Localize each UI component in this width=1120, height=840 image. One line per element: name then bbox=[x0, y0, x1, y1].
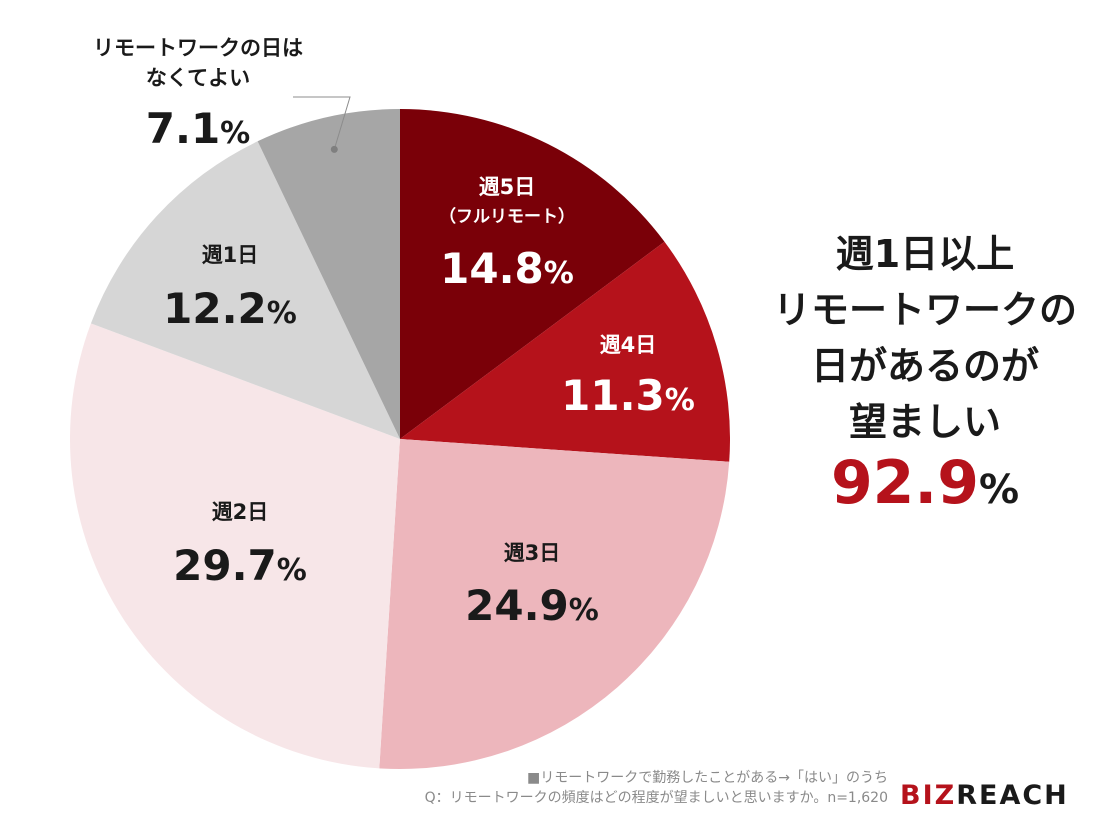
leader-dot bbox=[330, 145, 338, 153]
slice-unit: % bbox=[544, 256, 574, 291]
total-percentage: 92.9% bbox=[760, 448, 1090, 518]
pie-slice bbox=[400, 241, 730, 462]
slice-value-label: 11.3% bbox=[561, 371, 695, 420]
pie-slice bbox=[379, 439, 730, 769]
pie-slice bbox=[257, 109, 400, 439]
slice-value-label: 7.1% bbox=[146, 104, 250, 153]
headline-line-2: リモートワークの bbox=[772, 288, 1077, 332]
slice-name-label: 週3日 bbox=[504, 541, 561, 565]
footnote-line-1: ■リモートワークで勤務したことがある→「はい」のうち bbox=[527, 770, 888, 786]
slice-name-label: リモートワークの日は bbox=[93, 36, 303, 60]
pie-slice bbox=[90, 141, 400, 440]
slice-name-label-2: なくてよい bbox=[146, 66, 250, 90]
logo-part-2: REACH bbox=[956, 780, 1069, 811]
logo-part-1: BIZ bbox=[900, 780, 957, 811]
pie-slice bbox=[400, 109, 665, 439]
slice-name-label: 週5日 bbox=[479, 175, 536, 199]
slice-name-label: 週1日 bbox=[202, 243, 259, 267]
footnote: ■リモートワークで勤務したことがある→「はい」のうち Q：リモートワークの頻度は… bbox=[425, 768, 888, 808]
slice-unit: % bbox=[220, 116, 250, 151]
slice-unit: % bbox=[569, 593, 599, 628]
headline-line-1: 週1日以上 bbox=[835, 232, 1015, 276]
headline-line-4: 望ましい bbox=[848, 400, 1001, 444]
slice-name-label: 週2日 bbox=[212, 500, 269, 524]
slice-sub-label: （フルリモート） bbox=[439, 206, 575, 227]
slice-name-label: 週4日 bbox=[600, 333, 657, 357]
total-unit: % bbox=[978, 467, 1020, 513]
headline: 週1日以上 リモートワークの 日があるのが 望ましい bbox=[730, 226, 1120, 450]
headline-line-3: 日があるのが bbox=[810, 344, 1039, 388]
slice-unit: % bbox=[267, 296, 297, 331]
slice-value-label: 12.2% bbox=[163, 284, 297, 333]
footnote-line-2: Q：リモートワークの頻度はどの程度が望ましいと思いますか。n=1,620 bbox=[424, 790, 888, 806]
leader-line bbox=[293, 96, 351, 150]
total-value: 92.9 bbox=[830, 448, 979, 518]
slice-unit: % bbox=[277, 553, 307, 588]
slice-unit: % bbox=[665, 383, 695, 418]
pie-chart: 週5日（フルリモート）14.8%週4日11.3%週3日24.9%週2日29.7%… bbox=[70, 36, 730, 769]
pie-slice bbox=[70, 323, 401, 769]
bizreach-logo: BIZREACH bbox=[900, 780, 1069, 811]
